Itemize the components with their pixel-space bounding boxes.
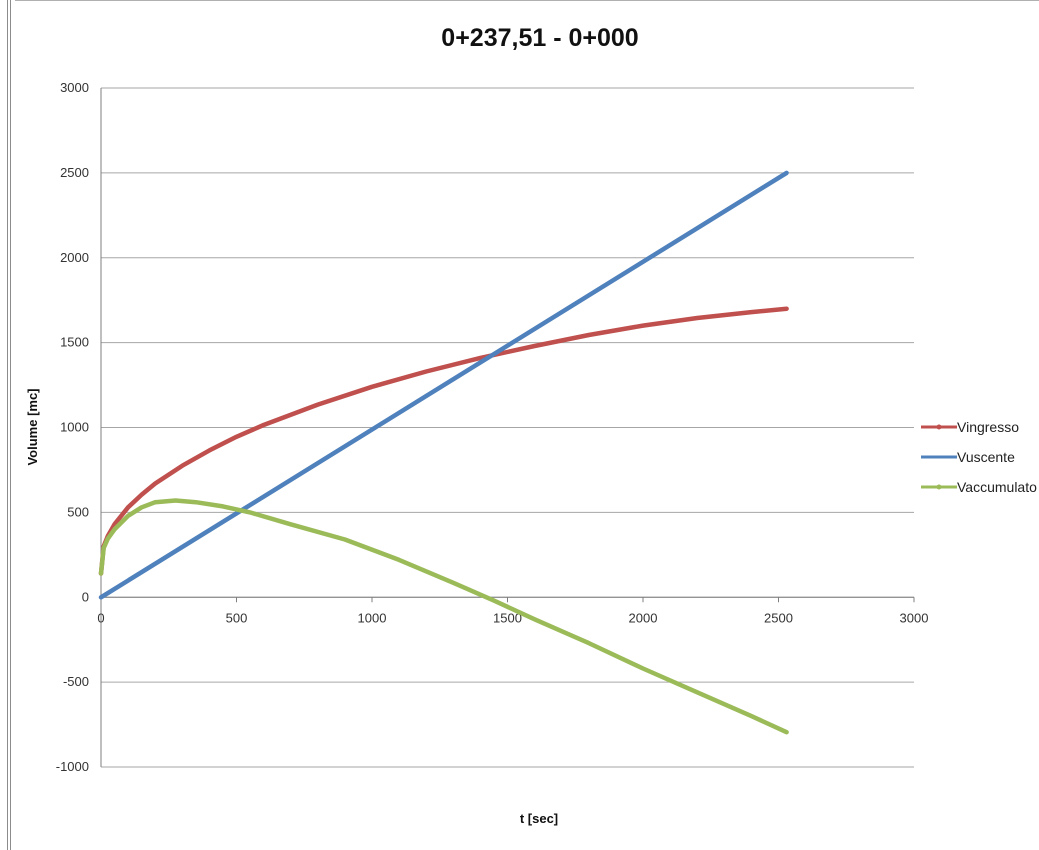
x-tick-label: 3000 <box>900 610 929 625</box>
chart-title: 0+237,51 - 0+000 <box>441 24 638 52</box>
legend-marker <box>936 424 942 430</box>
x-axis-title: t [sec] <box>520 811 558 826</box>
series-lines <box>98 170 789 735</box>
left-border <box>0 0 11 850</box>
series-line-vaccumulato <box>98 498 789 735</box>
y-tick-label: 2500 <box>60 165 89 180</box>
x-tick-label: 1500 <box>493 610 522 625</box>
gridlines <box>100 87 914 768</box>
x-tick-label: 1000 <box>358 610 387 625</box>
series-line-vuscente <box>98 170 789 600</box>
legend-label: Vaccumulato <box>957 479 1037 495</box>
x-tick-label: 2000 <box>629 610 658 625</box>
y-tick-label: 1500 <box>60 335 89 350</box>
y-tick-label: 500 <box>67 504 89 519</box>
x-tick-label: 2500 <box>764 610 793 625</box>
legend-label: Vingresso <box>957 419 1019 435</box>
legend: Vingresso Vuscente Vaccumulato <box>921 419 1037 495</box>
y-axis-ticks: 3000 2500 2000 1500 1000 500 0 -500 -1000 <box>56 80 89 774</box>
legend-marker <box>936 484 942 490</box>
x-tick-label: 500 <box>226 610 248 625</box>
x-tick-label: 0 <box>97 610 104 625</box>
y-tick-label: 2000 <box>60 250 89 265</box>
y-tick-label: -1000 <box>56 759 89 774</box>
y-tick-label: 1000 <box>60 420 89 435</box>
legend-label: Vuscente <box>957 449 1015 465</box>
y-axis-title: Volume [mc] <box>25 388 40 465</box>
top-border <box>15 0 1039 8</box>
series-line-vingresso <box>98 306 789 576</box>
x-axis-ticks: 0 500 1000 1500 2000 2500 3000 <box>97 597 928 625</box>
y-tick-label: 3000 <box>60 80 89 95</box>
y-tick-label: 0 <box>82 589 89 604</box>
y-tick-label: -500 <box>63 674 89 689</box>
